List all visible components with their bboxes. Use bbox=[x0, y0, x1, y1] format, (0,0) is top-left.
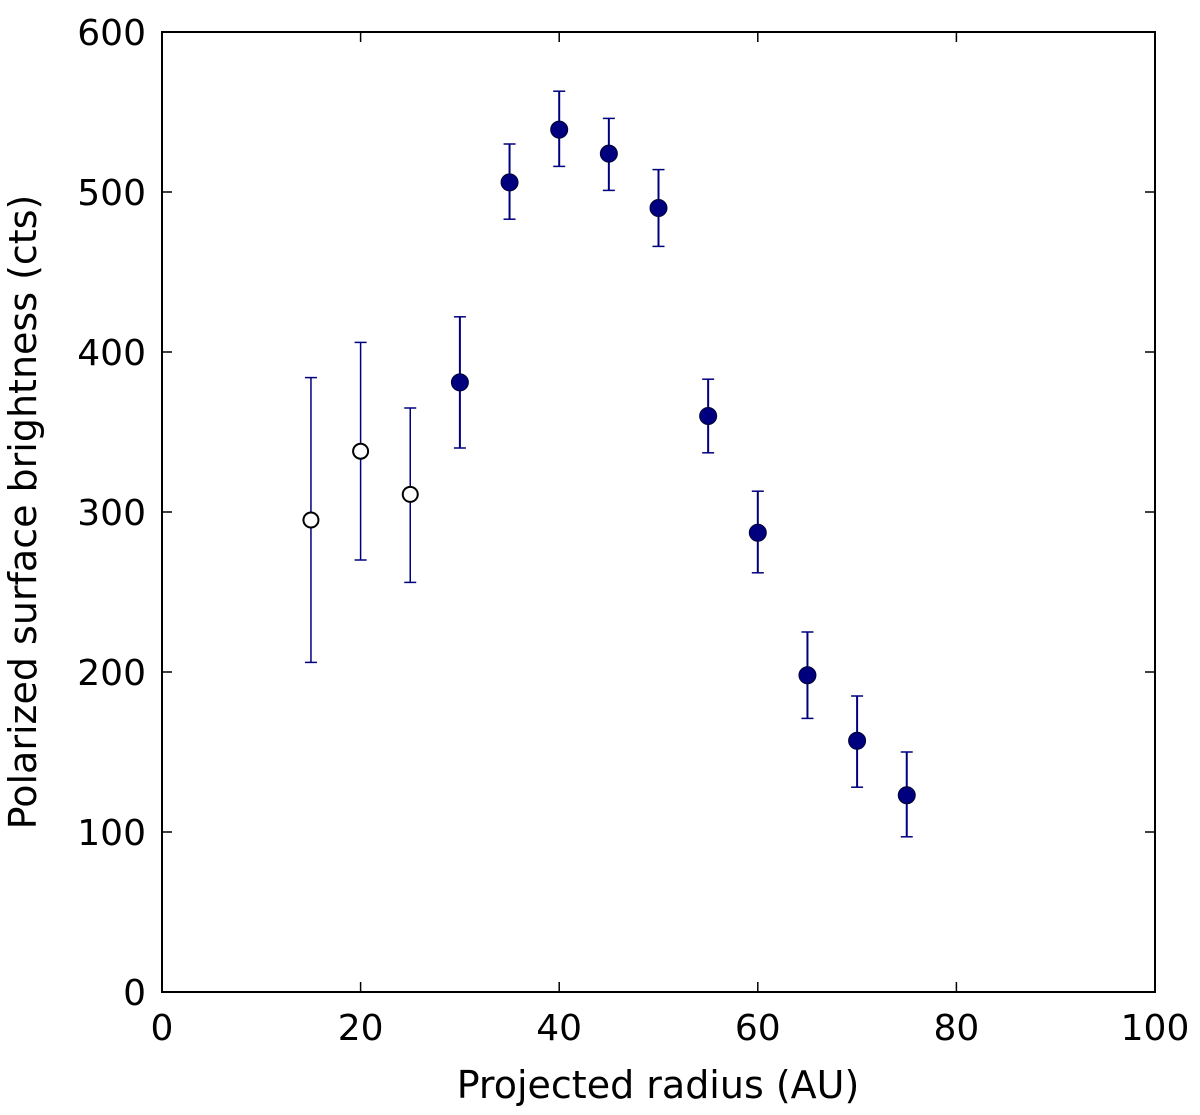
data-point-filled bbox=[550, 120, 569, 139]
data-point-filled bbox=[848, 731, 867, 750]
data-point-filled bbox=[450, 373, 469, 392]
data-point-open bbox=[352, 442, 370, 460]
x-tick-label: 20 bbox=[338, 1008, 384, 1049]
data-points bbox=[302, 90, 916, 838]
data-point-filled bbox=[649, 199, 668, 217]
data-point-filled bbox=[798, 666, 817, 685]
x-tick-label: 100 bbox=[1121, 1008, 1190, 1049]
y-tick-label: 100 bbox=[77, 813, 146, 854]
axis-ticks: 0 20 40 60 80 100 0 100 200 300 400 500 600 bbox=[77, 13, 1189, 1049]
x-tick-label: 60 bbox=[735, 1008, 781, 1049]
x-axis-title: Projected radius (AU) bbox=[457, 1063, 860, 1107]
data-point-filled bbox=[748, 523, 767, 542]
data-point-filled bbox=[897, 786, 916, 805]
y-tick-label: 500 bbox=[77, 173, 146, 214]
x-tick-label: 0 bbox=[151, 1008, 174, 1049]
data-point-filled bbox=[599, 144, 618, 163]
data-point-open bbox=[401, 485, 419, 503]
y-tick-label: 300 bbox=[77, 493, 146, 534]
y-tick-label: 200 bbox=[77, 653, 146, 694]
y-tick-label: 0 bbox=[123, 973, 146, 1014]
data-point-open bbox=[302, 511, 320, 529]
x-tick-label: 40 bbox=[536, 1008, 582, 1049]
x-tick-label: 80 bbox=[933, 1008, 979, 1049]
y-tick-label: 600 bbox=[77, 13, 146, 54]
y-tick-label: 400 bbox=[77, 333, 146, 374]
y-axis-title: Polarized surface brightness (cts) bbox=[1, 195, 45, 830]
data-point-filled bbox=[500, 173, 519, 192]
data-point-filled bbox=[699, 407, 718, 425]
